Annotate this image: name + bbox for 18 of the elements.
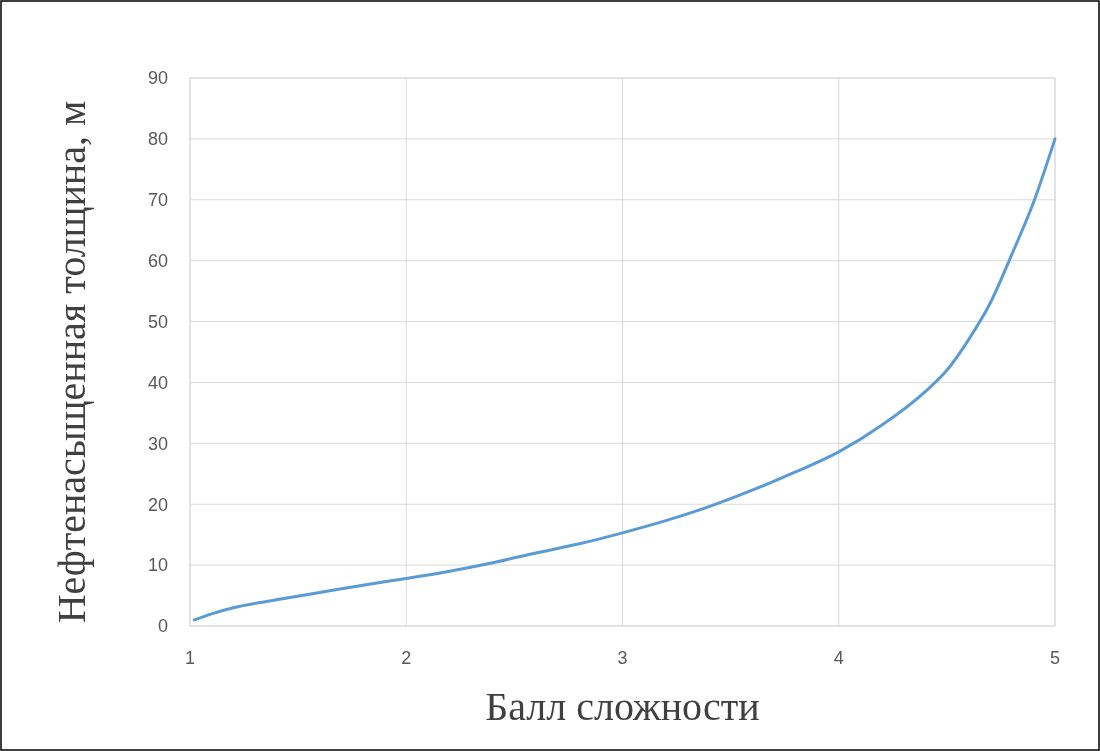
y-tick-label: 30 xyxy=(147,433,168,454)
y-axis-title: Нефтенасыщенная толщина, м xyxy=(49,100,94,624)
x-axis-title: Балл сложности xyxy=(485,684,760,729)
y-tick-label: 0 xyxy=(157,616,168,637)
y-tick-label: 70 xyxy=(147,190,168,211)
x-tick-label: 4 xyxy=(833,648,844,668)
y-tick-label: 20 xyxy=(147,494,168,515)
y-tick-label: 90 xyxy=(147,68,168,89)
x-tick-label: 1 xyxy=(184,648,196,668)
y-tick-label: 40 xyxy=(147,372,168,393)
x-tick-label: 2 xyxy=(401,648,412,668)
y-tick-label: 10 xyxy=(147,555,168,576)
x-tick-label: 3 xyxy=(617,648,628,668)
line-series xyxy=(192,137,1057,622)
x-tick-label: 5 xyxy=(1049,648,1061,668)
y-tick-label: 80 xyxy=(147,129,168,150)
y-tick-label: 50 xyxy=(147,311,168,332)
y-tick-label: 60 xyxy=(147,250,168,271)
